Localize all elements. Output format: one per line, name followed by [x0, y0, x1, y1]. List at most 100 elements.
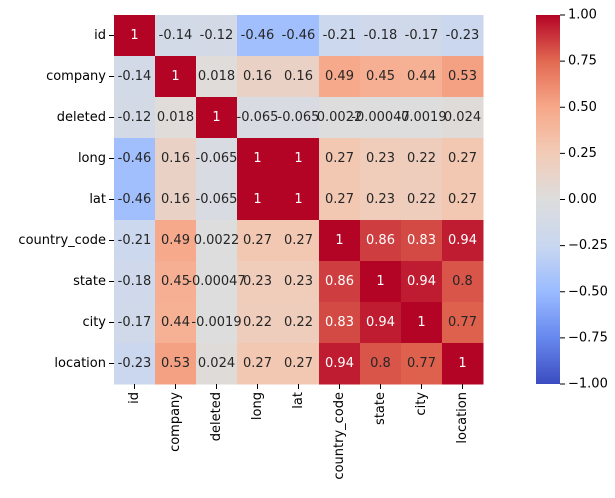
cell-value-label: -0.21 — [118, 233, 152, 248]
heatmap-cell — [114, 15, 156, 57]
cell-value-label: -0.23 — [118, 356, 152, 371]
heatmap-cell — [360, 56, 402, 98]
cell-value-label: -0.18 — [364, 28, 398, 43]
heatmap-cell — [319, 179, 361, 221]
cell-value-label: 0.0022 — [194, 233, 240, 248]
cell-value-label: 0.16 — [161, 151, 190, 166]
cell-value-label: 0.16 — [284, 69, 313, 84]
cell-value-label: 1 — [212, 110, 220, 125]
x-axis-tick-labels: id company deleted long lat country_code state… — [127, 384, 470, 480]
heatmap-cell — [237, 97, 279, 139]
cell-value-label: -0.14 — [118, 69, 152, 84]
cell-value-label: 0.27 — [325, 192, 354, 207]
cell-value-label: 0.23 — [366, 192, 395, 207]
heatmap-cell — [401, 97, 443, 139]
x-tick-label: id — [127, 392, 142, 404]
cell-value-label: 0.49 — [325, 69, 354, 84]
heatmap-cell — [237, 302, 279, 344]
heatmap-cell — [401, 302, 443, 344]
cell-value-label: 0.83 — [325, 315, 354, 330]
heatmap-cell — [278, 220, 320, 262]
heatmap-cell — [278, 343, 320, 385]
y-tick-label: id — [94, 28, 106, 43]
heatmap-cell — [155, 138, 197, 180]
x-tick-label: state — [373, 392, 388, 425]
heatmap-cells — [114, 15, 484, 385]
cell-value-label: 0.8 — [370, 356, 391, 371]
colorbar-tick-label: 0.25 — [568, 146, 597, 161]
heatmap-cell — [114, 56, 156, 98]
colorbar: 1.00 0.75 0.50 0.25 0.00 −0.25 −0.50 −0.75 −1.00 — [536, 8, 608, 392]
colorbar-tick-label: 0.50 — [568, 100, 597, 115]
cell-value-label: 0.27 — [325, 151, 354, 166]
heatmap-cell — [155, 97, 197, 139]
heatmap-cell — [155, 302, 197, 344]
cell-value-label: -0.065 — [278, 110, 320, 125]
heatmap-cell — [442, 97, 484, 139]
heatmap-cell — [401, 343, 443, 385]
cell-value-label: 0.44 — [407, 69, 436, 84]
cell-value-label: -0.46 — [118, 151, 152, 166]
cell-value-label: -0.065 — [196, 192, 238, 207]
heatmap-cell — [196, 179, 238, 221]
heatmap-cell — [237, 15, 279, 57]
cell-value-label: 0.83 — [407, 233, 436, 248]
x-tick-label: country_code — [332, 392, 347, 480]
heatmap-cell — [360, 302, 402, 344]
cell-value-label: 0.53 — [448, 69, 477, 84]
cell-value-label: -0.23 — [446, 28, 480, 43]
cell-value-label: -0.46 — [241, 28, 275, 43]
heatmap-cell — [196, 56, 238, 98]
heatmap-cell — [114, 261, 156, 303]
cell-value-label: 0.23 — [243, 274, 272, 289]
y-tick-label: company — [46, 69, 106, 84]
heatmap-cell — [237, 138, 279, 180]
cell-value-label: -0.12 — [118, 110, 152, 125]
heatmap-cell — [278, 15, 320, 57]
heatmap-cell — [114, 302, 156, 344]
cell-value-label: 0.45 — [366, 69, 395, 84]
heatmap-cell — [319, 261, 361, 303]
heatmap-cell — [196, 138, 238, 180]
x-tick-label: company — [168, 392, 183, 452]
cell-value-label: 0.018 — [198, 69, 235, 84]
cell-value-label: 1 — [294, 151, 302, 166]
cell-value-label: 0.23 — [284, 274, 313, 289]
cell-value-label: -0.46 — [118, 192, 152, 207]
x-tick-label: long — [250, 392, 265, 420]
heatmap-cell — [401, 138, 443, 180]
heatmap-cell — [278, 138, 320, 180]
heatmap-cell — [319, 220, 361, 262]
heatmap-cell — [196, 220, 238, 262]
cell-value-label: 0.22 — [243, 315, 272, 330]
heatmap-cell — [114, 343, 156, 385]
heatmap-cell — [237, 343, 279, 385]
cell-value-label: -0.065 — [237, 110, 279, 125]
heatmap-cell — [360, 220, 402, 262]
cell-value-label: 0.94 — [325, 356, 354, 371]
cell-value-label: -0.00047 — [187, 274, 245, 289]
cell-value-label: 0.16 — [243, 69, 272, 84]
cell-value-label: 1 — [130, 28, 138, 43]
cell-value-label: 1 — [376, 274, 384, 289]
heatmap-cell — [237, 220, 279, 262]
cell-value-label: 0.024 — [444, 110, 481, 125]
cell-value-label: 0.94 — [448, 233, 477, 248]
cell-value-label: 0.45 — [161, 274, 190, 289]
heatmap-cell — [278, 302, 320, 344]
heatmap-cell — [196, 97, 238, 139]
heatmap-cell — [114, 220, 156, 262]
heatmap-cell — [360, 179, 402, 221]
cell-value-label: 0.27 — [243, 356, 272, 371]
cell-value-label: 0.024 — [198, 356, 235, 371]
cell-value-label: 1 — [253, 151, 261, 166]
heatmap-cell — [237, 179, 279, 221]
cell-value-label: 0.86 — [366, 233, 395, 248]
colorbar-tick-label: −0.75 — [568, 330, 608, 345]
heatmap-cell — [360, 15, 402, 57]
cell-value-label: 0.86 — [325, 274, 354, 289]
heatmap-cell — [442, 220, 484, 262]
heatmap-cell — [196, 261, 238, 303]
heatmap-cell — [442, 56, 484, 98]
